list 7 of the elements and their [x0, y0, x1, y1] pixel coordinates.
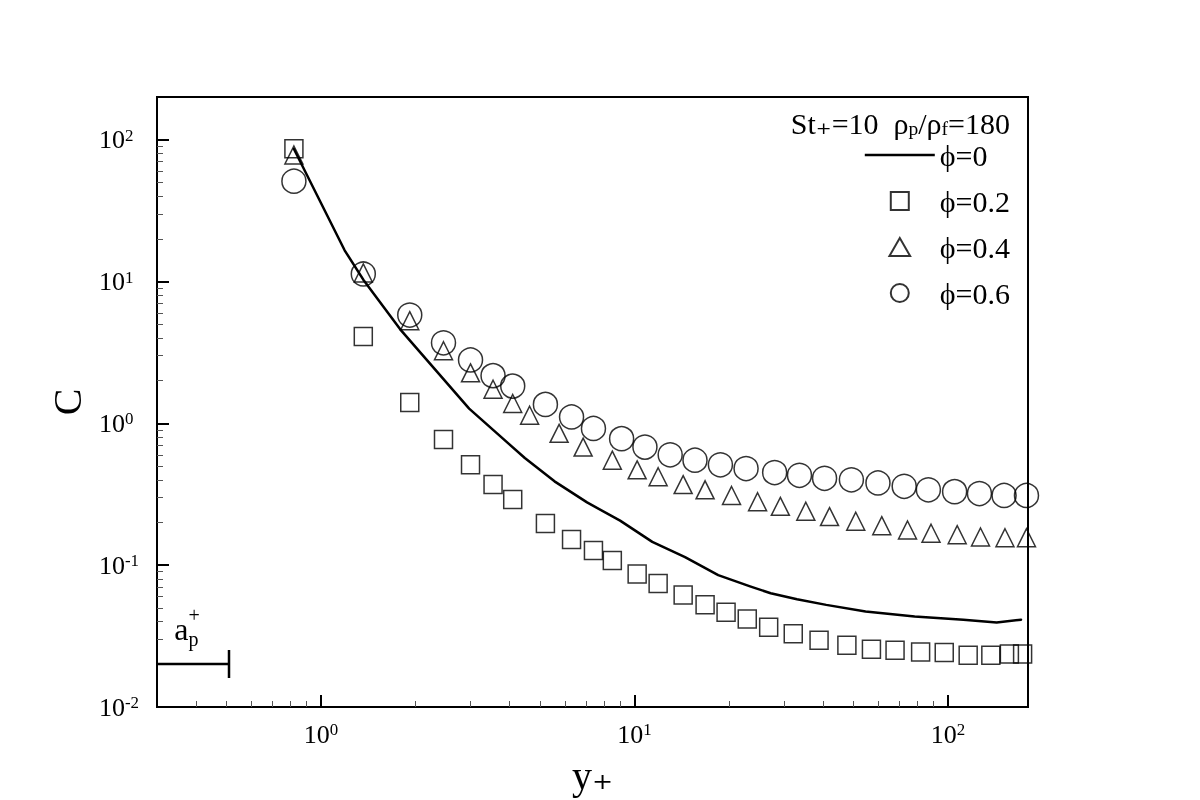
x-axis-title: y₊ — [571, 752, 614, 798]
legend-label: ϕ=0 — [939, 138, 988, 172]
legend-title: St₊=10 ρp/ρf=180 — [790, 106, 1010, 140]
y-axis-title: C — [44, 388, 90, 416]
legend-label: ϕ=0.6 — [939, 276, 1011, 310]
legend-label: ϕ=0.2 — [939, 184, 1011, 218]
legend-label: ϕ=0.4 — [939, 230, 1011, 264]
